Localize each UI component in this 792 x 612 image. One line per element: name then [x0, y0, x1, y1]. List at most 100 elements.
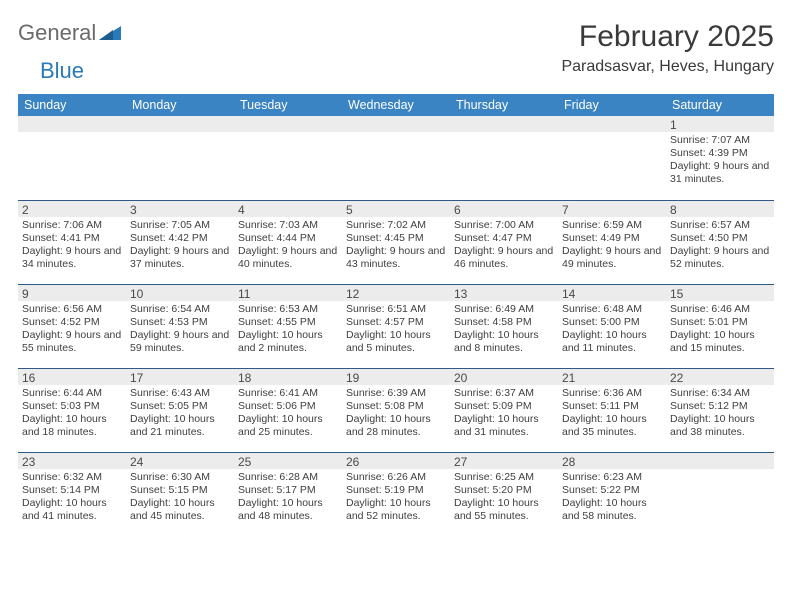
day-number: 28	[558, 453, 666, 469]
calendar-cell: 1Sunrise: 7:07 AMSunset: 4:39 PMDaylight…	[666, 116, 774, 200]
day-details: Sunrise: 6:46 AMSunset: 5:01 PMDaylight:…	[666, 301, 774, 359]
calendar-cell	[558, 116, 666, 200]
sunset-text: Sunset: 5:14 PM	[22, 484, 122, 497]
calendar-cell	[126, 116, 234, 200]
calendar-week: 1Sunrise: 7:07 AMSunset: 4:39 PMDaylight…	[18, 116, 774, 200]
sunrise-text: Sunrise: 6:54 AM	[130, 303, 230, 316]
daylight-text: Daylight: 10 hours and 5 minutes.	[346, 329, 446, 355]
calendar-cell: 28 Sunrise: 6:23 AMSunset: 5:22 PMDayligh…	[558, 452, 666, 536]
calendar-cell: 5Sunrise: 7:02 AMSunset: 4:45 PMDaylight…	[342, 200, 450, 284]
calendar-cell: 9Sunrise: 6:56 AMSunset: 4:52 PMDaylight…	[18, 284, 126, 368]
daylight-text: Daylight: 10 hours and 58 minutes.	[562, 497, 662, 523]
calendar-cell	[342, 116, 450, 200]
day-details: Sunrise: 7:00 AMSunset: 4:47 PMDaylight:…	[450, 217, 558, 275]
day-details: Sunrise: 6:30 AMSunset: 5:15 PMDaylight:…	[126, 469, 234, 527]
day-details: Sunrise: 6:28 AMSunset: 5:17 PMDaylight:…	[234, 469, 342, 527]
calendar-cell: 10Sunrise: 6:54 AMSunset: 4:53 PMDayligh…	[126, 284, 234, 368]
sunset-text: Sunset: 4:45 PM	[346, 232, 446, 245]
sunrise-text: Sunrise: 6:57 AM	[670, 219, 770, 232]
brand-logo: General	[18, 20, 121, 46]
day-details: Sunrise: 6:36 AMSunset: 5:11 PMDaylight:…	[558, 385, 666, 443]
col-sunday: Sunday	[18, 94, 126, 116]
daylight-text: Daylight: 10 hours and 21 minutes.	[130, 413, 230, 439]
sunrise-text: Sunrise: 7:06 AM	[22, 219, 122, 232]
daylight-text: Daylight: 9 hours and 49 minutes.	[562, 245, 662, 271]
calendar-cell: 6Sunrise: 7:00 AMSunset: 4:47 PMDaylight…	[450, 200, 558, 284]
daylight-text: Daylight: 9 hours and 55 minutes.	[22, 329, 122, 355]
daylight-text: Daylight: 10 hours and 52 minutes.	[346, 497, 446, 523]
day-number: 19	[342, 369, 450, 385]
sunrise-text: Sunrise: 6:28 AM	[238, 471, 338, 484]
calendar-cell: 21Sunrise: 6:36 AMSunset: 5:11 PMDayligh…	[558, 368, 666, 452]
day-number	[126, 116, 234, 132]
calendar-cell: 15Sunrise: 6:46 AMSunset: 5:01 PMDayligh…	[666, 284, 774, 368]
daylight-text: Daylight: 10 hours and 11 minutes.	[562, 329, 662, 355]
sunrise-text: Sunrise: 6:56 AM	[22, 303, 122, 316]
day-number: 2	[18, 201, 126, 217]
daylight-text: Daylight: 10 hours and 41 minutes.	[22, 497, 122, 523]
daylight-text: Daylight: 9 hours and 37 minutes.	[130, 245, 230, 271]
calendar-cell: 17Sunrise: 6:43 AMSunset: 5:05 PMDayligh…	[126, 368, 234, 452]
calendar-cell: 20Sunrise: 6:37 AMSunset: 5:09 PMDayligh…	[450, 368, 558, 452]
brand-word-2: Blue	[40, 58, 84, 84]
day-details: Sunrise: 7:06 AMSunset: 4:41 PMDaylight:…	[18, 217, 126, 275]
col-thursday: Thursday	[450, 94, 558, 116]
sunrise-text: Sunrise: 6:32 AM	[22, 471, 122, 484]
day-number: 12	[342, 285, 450, 301]
calendar-cell	[450, 116, 558, 200]
day-number: 21	[558, 369, 666, 385]
day-number: 16	[18, 369, 126, 385]
day-number: 17	[126, 369, 234, 385]
sunrise-text: Sunrise: 6:36 AM	[562, 387, 662, 400]
daylight-text: Daylight: 10 hours and 18 minutes.	[22, 413, 122, 439]
daylight-text: Daylight: 10 hours and 38 minutes.	[670, 413, 770, 439]
calendar-cell: 12Sunrise: 6:51 AMSunset: 4:57 PMDayligh…	[342, 284, 450, 368]
daylight-text: Daylight: 10 hours and 2 minutes.	[238, 329, 338, 355]
daylight-text: Daylight: 9 hours and 52 minutes.	[670, 245, 770, 271]
day-number: 26	[342, 453, 450, 469]
sunset-text: Sunset: 4:39 PM	[670, 147, 770, 160]
day-number	[558, 116, 666, 132]
calendar-cell: 27Sunrise: 6:25 AMSunset: 5:20 PMDayligh…	[450, 452, 558, 536]
sunset-text: Sunset: 5:08 PM	[346, 400, 446, 413]
day-number: 25	[234, 453, 342, 469]
day-details: Sunrise: 6:39 AMSunset: 5:08 PMDaylight:…	[342, 385, 450, 443]
sunrise-text: Sunrise: 7:07 AM	[670, 134, 770, 147]
day-number: 15	[666, 285, 774, 301]
day-details: Sunrise: 6:32 AMSunset: 5:14 PMDaylight:…	[18, 469, 126, 527]
daylight-text: Daylight: 10 hours and 35 minutes.	[562, 413, 662, 439]
day-details: Sunrise: 6:49 AMSunset: 4:58 PMDaylight:…	[450, 301, 558, 359]
title-block: February 2025 Paradsasvar, Heves, Hungar…	[561, 20, 774, 76]
daylight-text: Daylight: 10 hours and 55 minutes.	[454, 497, 554, 523]
calendar-body: 1Sunrise: 7:07 AMSunset: 4:39 PMDaylight…	[18, 116, 774, 536]
daylight-text: Daylight: 9 hours and 43 minutes.	[346, 245, 446, 271]
daylight-text: Daylight: 9 hours and 31 minutes.	[670, 160, 770, 186]
calendar-cell: 25Sunrise: 6:28 AMSunset: 5:17 PMDayligh…	[234, 452, 342, 536]
sunset-text: Sunset: 4:41 PM	[22, 232, 122, 245]
day-number: 8	[666, 201, 774, 217]
calendar-cell: 11Sunrise: 6:53 AMSunset: 4:55 PMDayligh…	[234, 284, 342, 368]
day-number: 3	[126, 201, 234, 217]
sunset-text: Sunset: 5:22 PM	[562, 484, 662, 497]
day-number: 27	[450, 453, 558, 469]
sunset-text: Sunset: 5:06 PM	[238, 400, 338, 413]
sunset-text: Sunset: 5:01 PM	[670, 316, 770, 329]
calendar-cell: 4Sunrise: 7:03 AMSunset: 4:44 PMDaylight…	[234, 200, 342, 284]
daylight-text: Daylight: 10 hours and 31 minutes.	[454, 413, 554, 439]
sunrise-text: Sunrise: 6:34 AM	[670, 387, 770, 400]
sunrise-text: Sunrise: 6:46 AM	[670, 303, 770, 316]
brand-word-1: General	[18, 20, 96, 46]
calendar-week: 16Sunrise: 6:44 AMSunset: 5:03 PMDayligh…	[18, 368, 774, 452]
day-details: Sunrise: 6:37 AMSunset: 5:09 PMDaylight:…	[450, 385, 558, 443]
sunrise-text: Sunrise: 7:03 AM	[238, 219, 338, 232]
calendar-cell	[234, 116, 342, 200]
sunrise-text: Sunrise: 6:23 AM	[562, 471, 662, 484]
day-number: 5	[342, 201, 450, 217]
day-number: 13	[450, 285, 558, 301]
day-number: 10	[126, 285, 234, 301]
sunset-text: Sunset: 4:42 PM	[130, 232, 230, 245]
sunset-text: Sunset: 5:19 PM	[346, 484, 446, 497]
sunset-text: Sunset: 5:11 PM	[562, 400, 662, 413]
day-details: Sunrise: 7:07 AMSunset: 4:39 PMDaylight:…	[666, 132, 774, 190]
day-number	[666, 453, 774, 469]
